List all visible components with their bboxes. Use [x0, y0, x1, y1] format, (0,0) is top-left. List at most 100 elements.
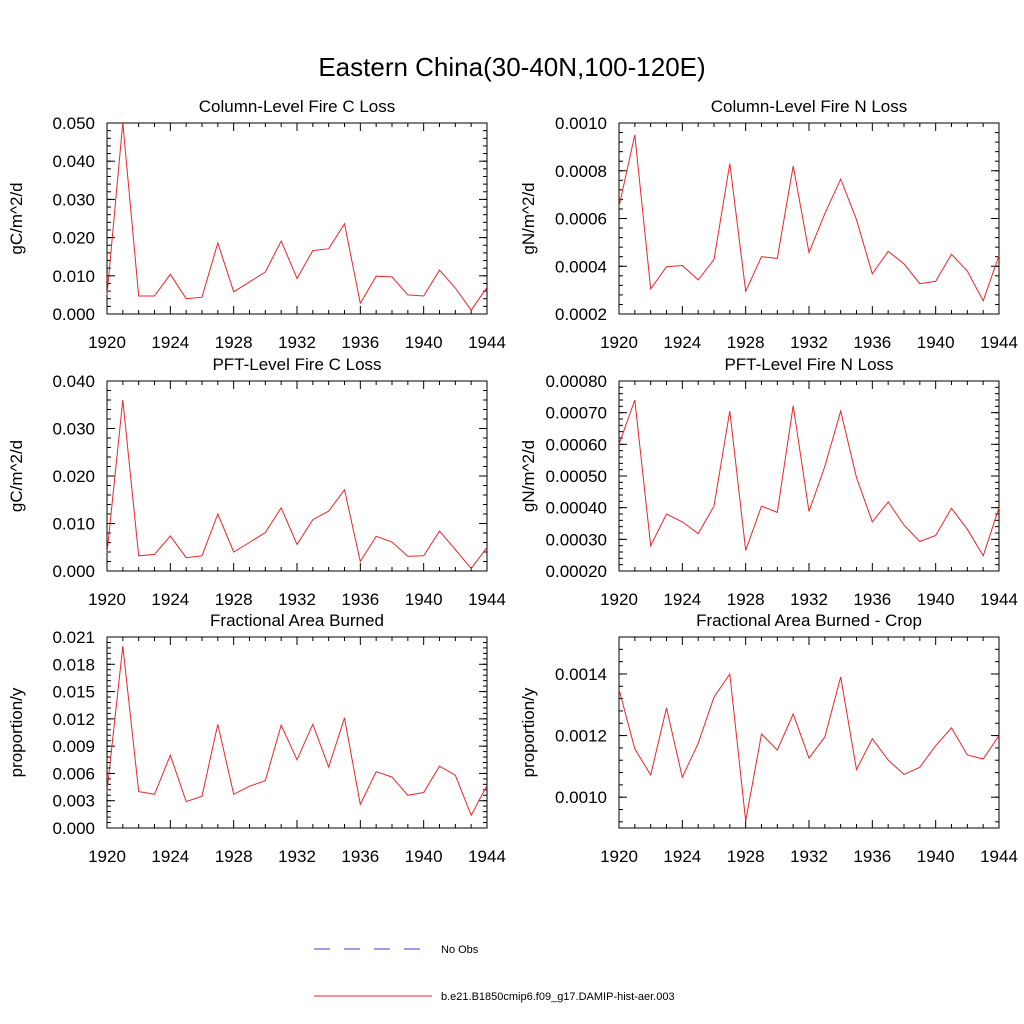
x-tick-label: 1944: [468, 590, 506, 609]
panel-5: Fractional Area Burned proportion/y 1920 19…: [7, 611, 506, 866]
legend: No Obs b.e21.B1850cmip6.f09_g17.DAMIP-hi…: [314, 944, 675, 1003]
x-tick-label: 1932: [278, 590, 316, 609]
series-line: [106, 399, 488, 570]
y-tick-label: 0.0002: [555, 305, 607, 324]
panels: Column-Level Fire C Loss gC/m^2/d 1920 1924…: [7, 97, 1018, 866]
x-tick-label: 1940: [405, 847, 443, 866]
x-tick-label: 1944: [468, 333, 506, 352]
x-tick-label: 1920: [88, 590, 126, 609]
y-tick-label: 0.000: [52, 819, 95, 838]
x-tick-label: 1928: [727, 333, 765, 352]
y-tick-label: 0.030: [52, 420, 95, 439]
y-tick-label: 0.030: [52, 190, 95, 209]
x-tick-label: 1944: [980, 590, 1018, 609]
x-tick-label: 1920: [88, 333, 126, 352]
series-line: [618, 134, 1000, 303]
y-tick-label: 0.006: [52, 764, 95, 783]
x-tick-label: 1920: [88, 847, 126, 866]
x-tick-label: 1928: [215, 333, 253, 352]
plot-frame: [618, 380, 1000, 572]
y-tick-label: 0.00080: [546, 372, 607, 391]
y-tick-label: 0.0012: [555, 727, 607, 746]
series-line: [106, 646, 488, 817]
y-axis-label: gC/m^2/d: [7, 182, 26, 254]
panel-1: Column-Level Fire C Loss gC/m^2/d 1920 1924…: [7, 97, 506, 352]
y-tick-label: 0.00030: [546, 530, 607, 549]
y-tick-label: 0.021: [52, 628, 95, 647]
x-tick-label: 1936: [853, 847, 891, 866]
plot-frame: [106, 636, 488, 829]
x-tick-label: 1932: [278, 847, 316, 866]
y-tick-label: 0.0008: [555, 162, 607, 181]
x-tick-label: 1924: [663, 847, 701, 866]
y-axis-label: gN/m^2/d: [519, 440, 538, 512]
panel-title: Column-Level Fire N Loss: [711, 97, 908, 116]
legend-series-label: b.e21.B1850cmip6.f09_g17.DAMIP-hist-aer.…: [441, 991, 675, 1003]
y-tick-label: 0.020: [52, 467, 95, 486]
x-tick-label: 1940: [917, 847, 955, 866]
y-axis-label: proportion/y: [519, 687, 538, 777]
x-tick-label: 1936: [341, 590, 379, 609]
panel-4: PFT-Level Fire N Loss gN/m^2/d 1920 1924 192…: [519, 355, 1018, 609]
x-tick-label: 1924: [151, 333, 189, 352]
x-tick-label: 1940: [917, 590, 955, 609]
x-tick-label: 1924: [663, 590, 701, 609]
y-axis-label: gN/m^2/d: [519, 182, 538, 254]
x-tick-label: 1924: [151, 590, 189, 609]
y-tick-label: 0.0010: [555, 114, 607, 133]
plot-frame: [618, 122, 1000, 315]
y-tick-label: 0.00040: [546, 499, 607, 518]
panel-title: Fractional Area Burned: [210, 611, 384, 630]
x-tick-label: 1940: [405, 590, 443, 609]
legend-no-obs-label: No Obs: [441, 944, 479, 956]
y-tick-label: 0.003: [52, 792, 95, 811]
y-tick-label: 0.040: [52, 152, 95, 171]
y-tick-label: 0.000: [52, 562, 95, 581]
y-tick-label: 0.010: [52, 267, 95, 286]
panel-3: PFT-Level Fire C Loss gC/m^2/d 1920 1924 192…: [7, 355, 506, 609]
plot-frame: [618, 636, 1000, 829]
x-tick-label: 1944: [980, 333, 1018, 352]
panel-title: Fractional Area Burned - Crop: [696, 611, 922, 630]
panel-title: Column-Level Fire C Loss: [199, 97, 396, 116]
x-tick-label: 1924: [151, 847, 189, 866]
x-tick-label: 1928: [215, 590, 253, 609]
panel-6: Fractional Area Burned - Crop proportion/…: [519, 611, 1018, 866]
panel-title: PFT-Level Fire N Loss: [724, 355, 893, 374]
x-tick-label: 1944: [468, 847, 506, 866]
series-line: [618, 399, 1000, 557]
x-tick-label: 1936: [853, 590, 891, 609]
y-tick-label: 0.00060: [546, 435, 607, 454]
y-tick-label: 0.050: [52, 114, 95, 133]
x-tick-label: 1936: [341, 847, 379, 866]
x-tick-label: 1944: [980, 847, 1018, 866]
y-tick-label: 0.0014: [555, 665, 607, 684]
y-tick-label: 0.00050: [546, 467, 607, 486]
x-tick-label: 1920: [600, 590, 638, 609]
y-tick-label: 0.015: [52, 683, 95, 702]
y-tick-label: 0.010: [52, 515, 95, 534]
x-tick-label: 1932: [278, 333, 316, 352]
series-line: [106, 122, 488, 312]
x-tick-label: 1940: [917, 333, 955, 352]
x-tick-label: 1940: [405, 333, 443, 352]
y-axis-label: gC/m^2/d: [7, 440, 26, 512]
y-tick-label: 0.0010: [555, 788, 607, 807]
x-tick-label: 1932: [790, 590, 828, 609]
y-tick-label: 0.0004: [555, 257, 607, 276]
y-tick-label: 0.020: [52, 229, 95, 248]
y-tick-label: 0.0006: [555, 210, 607, 229]
plot-frame: [106, 380, 488, 572]
x-tick-label: 1932: [790, 847, 828, 866]
y-tick-label: 0.00070: [546, 404, 607, 423]
x-tick-label: 1928: [727, 590, 765, 609]
x-tick-label: 1936: [341, 333, 379, 352]
x-tick-label: 1920: [600, 847, 638, 866]
y-tick-label: 0.018: [52, 655, 95, 674]
y-tick-label: 0.040: [52, 372, 95, 391]
x-tick-label: 1920: [600, 333, 638, 352]
y-axis-label: proportion/y: [7, 687, 26, 777]
y-tick-label: 0.00020: [546, 562, 607, 581]
figure-title: Eastern China(30-40N,100-120E): [318, 52, 705, 82]
